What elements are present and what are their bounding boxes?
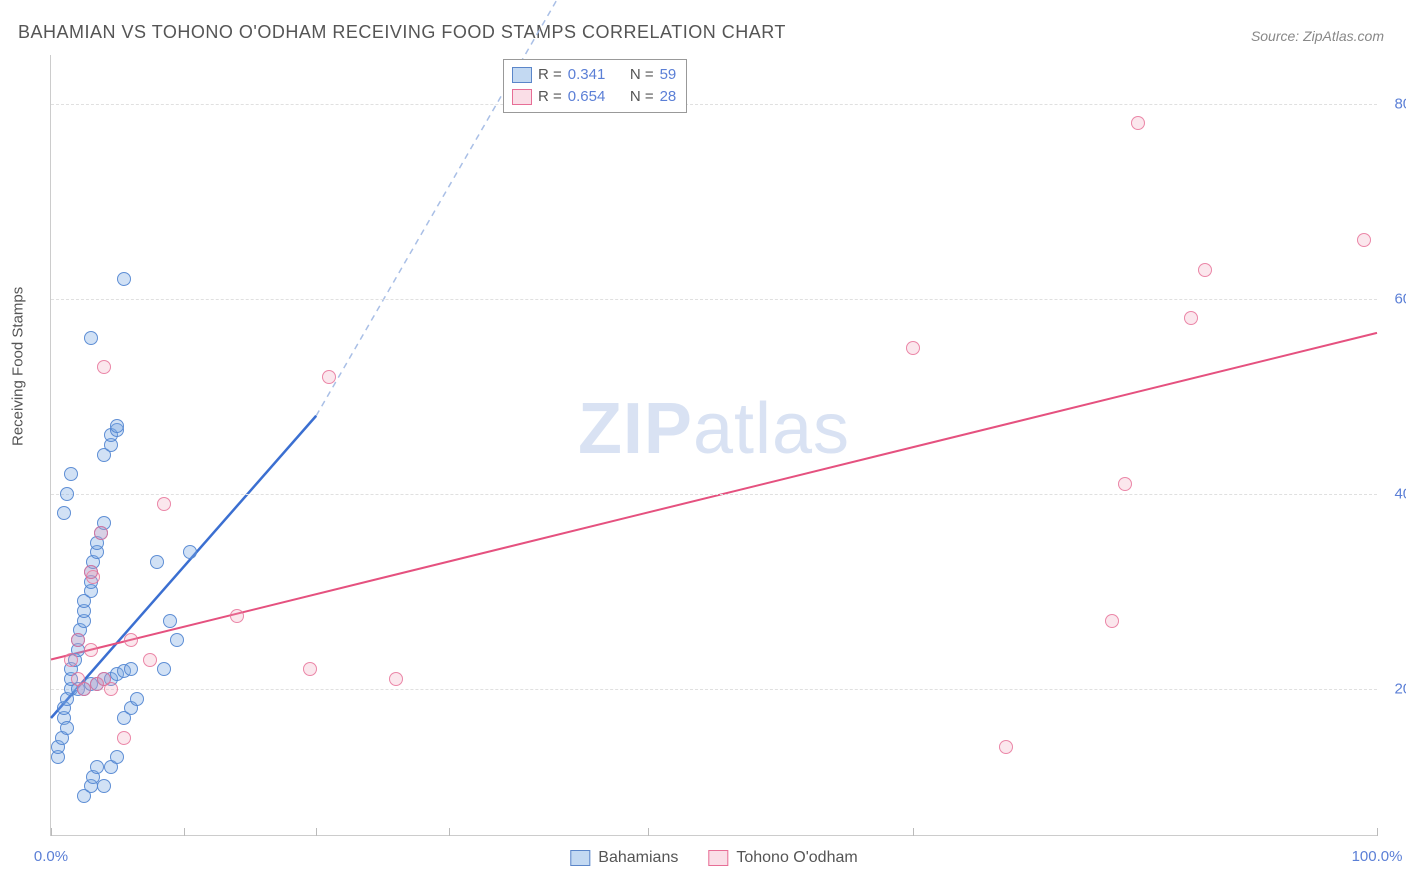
data-point [1118, 477, 1132, 491]
legend-item: Tohono O'odham [708, 849, 857, 867]
y-axis-label: Receiving Food Stamps [10, 287, 27, 446]
trend-lines [51, 55, 1377, 835]
legend-swatch [512, 89, 532, 105]
y-tick-label: 60.0% [1382, 290, 1406, 307]
data-point [117, 731, 131, 745]
y-tick-label: 80.0% [1382, 95, 1406, 112]
data-point [157, 497, 171, 511]
x-tick [184, 828, 185, 836]
x-tick-label-min: 0.0% [34, 848, 68, 865]
watermark-bold: ZIP [578, 389, 693, 469]
legend-swatch [570, 850, 590, 866]
data-point [322, 370, 336, 384]
data-point [170, 633, 184, 647]
data-point [1131, 116, 1145, 130]
data-point [84, 643, 98, 657]
data-point [77, 682, 91, 696]
data-point [130, 692, 144, 706]
data-point [230, 609, 244, 623]
data-point [163, 614, 177, 628]
x-tick [648, 828, 649, 836]
x-tick [1377, 828, 1378, 836]
data-point [143, 653, 157, 667]
series-legend: Bahamians Tohono O'odham [570, 849, 857, 867]
y-tick-label: 20.0% [1382, 680, 1406, 697]
data-point [84, 565, 98, 579]
data-point [389, 672, 403, 686]
data-point [64, 653, 78, 667]
legend-item: Bahamians [570, 849, 678, 867]
stats-legend-row: R = 0.654 N = 28 [512, 86, 676, 108]
data-point [60, 487, 74, 501]
legend-label: Tohono O'odham [736, 849, 857, 867]
data-point [183, 545, 197, 559]
data-point [64, 467, 78, 481]
gridline [51, 689, 1377, 690]
data-point [124, 662, 138, 676]
legend-swatch [512, 67, 532, 83]
x-tick [913, 828, 914, 836]
data-point [57, 506, 71, 520]
n-value: 28 [660, 86, 677, 108]
gridline [51, 494, 1377, 495]
data-point [97, 360, 111, 374]
x-tick [316, 828, 317, 836]
data-point [124, 633, 138, 647]
gridline [51, 104, 1377, 105]
source-attribution: Source: ZipAtlas.com [1251, 28, 1384, 44]
r-label: R = [538, 64, 562, 86]
n-label: N = [630, 86, 654, 108]
data-point [97, 672, 111, 686]
data-point [906, 341, 920, 355]
r-label: R = [538, 86, 562, 108]
n-value: 59 [660, 64, 677, 86]
watermark-rest: atlas [693, 389, 850, 469]
data-point [117, 272, 131, 286]
data-point [1357, 233, 1371, 247]
data-point [94, 526, 108, 540]
data-point [150, 555, 164, 569]
data-point [1105, 614, 1119, 628]
x-tick-label-max: 100.0% [1352, 848, 1403, 865]
x-tick [449, 828, 450, 836]
data-point [303, 662, 317, 676]
data-point [999, 740, 1013, 754]
scatter-plot-area: ZIPatlas 20.0%40.0%60.0%80.0%0.0%100.0%R… [50, 55, 1377, 836]
x-tick [51, 828, 52, 836]
chart-title: BAHAMIAN VS TOHONO O'ODHAM RECEIVING FOO… [18, 22, 786, 43]
data-point [1184, 311, 1198, 325]
r-value: 0.654 [568, 86, 606, 108]
data-point [71, 633, 85, 647]
data-point [1198, 263, 1212, 277]
stats-legend-row: R = 0.341 N = 59 [512, 64, 676, 86]
data-point [157, 662, 171, 676]
gridline [51, 299, 1377, 300]
legend-swatch [708, 850, 728, 866]
legend-label: Bahamians [598, 849, 678, 867]
data-point [97, 779, 111, 793]
data-point [60, 721, 74, 735]
data-point [110, 750, 124, 764]
r-value: 0.341 [568, 64, 606, 86]
data-point [84, 331, 98, 345]
n-label: N = [630, 64, 654, 86]
stats-legend: R = 0.341 N = 59R = 0.654 N = 28 [503, 59, 687, 113]
data-point [110, 419, 124, 433]
y-tick-label: 40.0% [1382, 485, 1406, 502]
data-point [90, 760, 104, 774]
watermark: ZIPatlas [578, 388, 850, 470]
